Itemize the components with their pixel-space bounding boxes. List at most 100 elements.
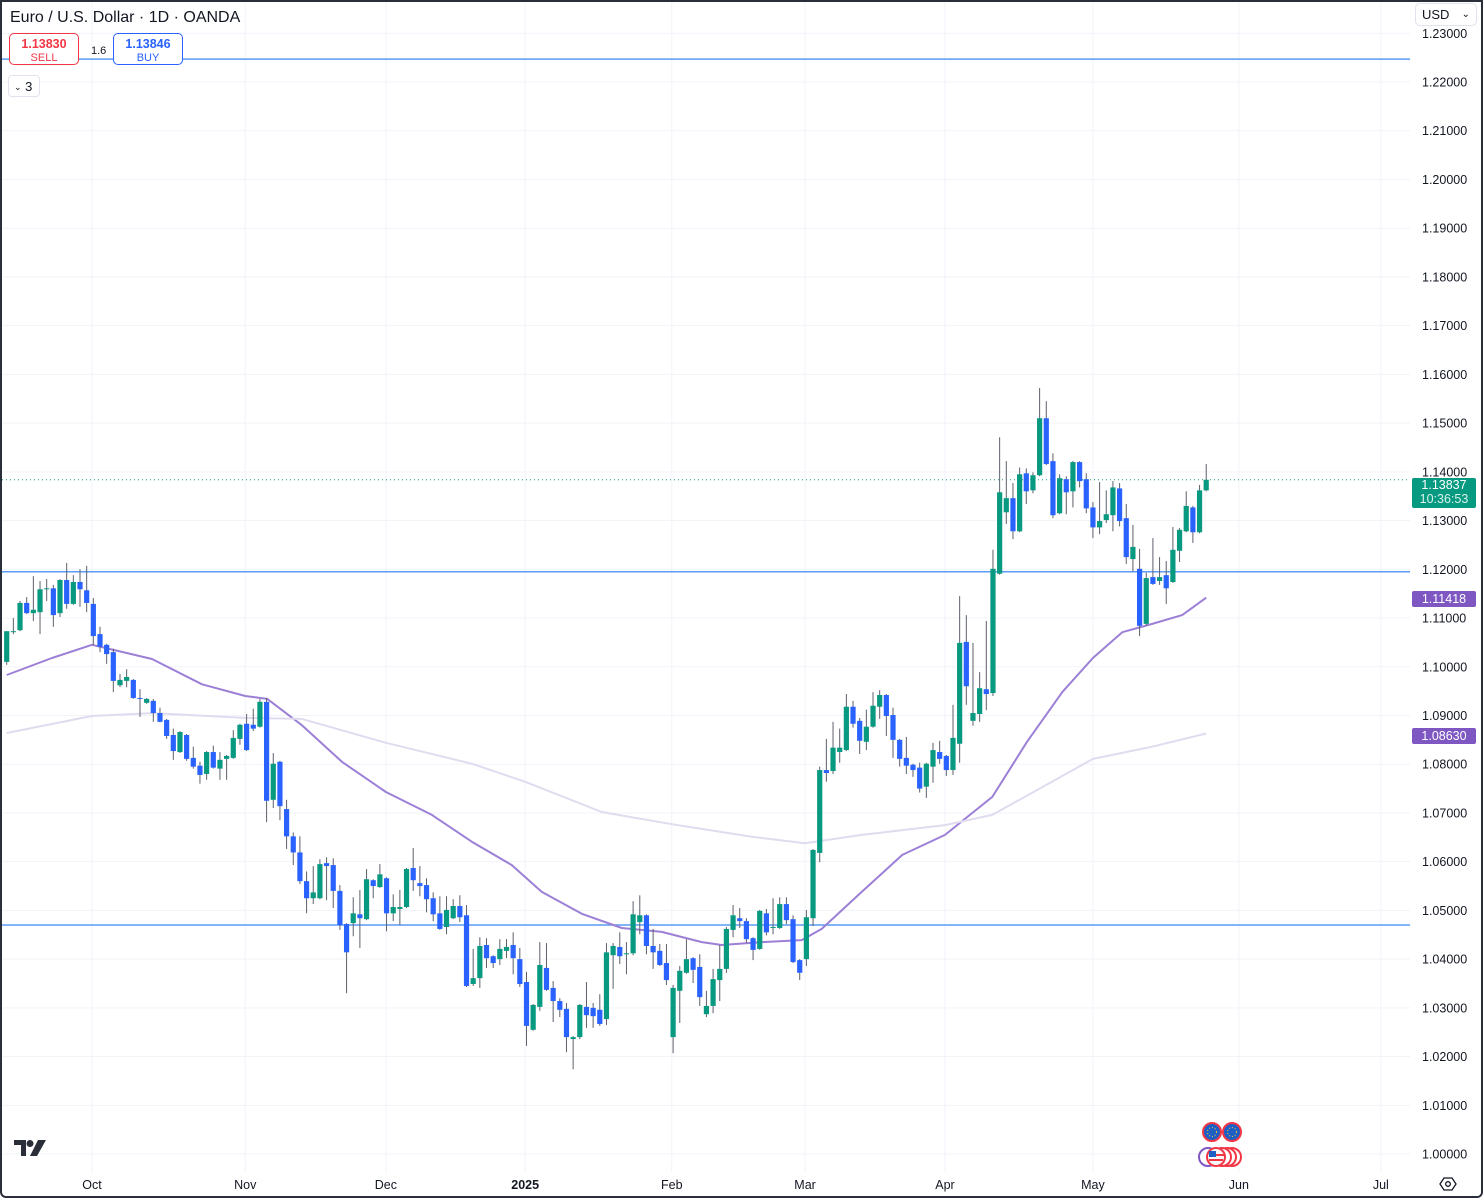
candle — [410, 848, 416, 891]
candle-body — [310, 892, 316, 899]
candle-body — [1136, 568, 1143, 626]
candle-body — [583, 1006, 590, 1016]
buy-button[interactable]: 1.13846 BUY — [113, 33, 183, 65]
candle-body — [510, 945, 516, 959]
candle-body — [124, 676, 130, 681]
candle — [597, 994, 603, 1026]
candle-body — [823, 770, 829, 773]
candle — [277, 760, 283, 821]
candle — [623, 942, 630, 975]
ma-slow-label: 1.08630 — [1412, 728, 1476, 744]
candle-body — [1123, 518, 1129, 558]
candle-body — [883, 695, 889, 716]
time-tick-label: Jul — [1373, 1178, 1389, 1192]
candle — [903, 736, 909, 774]
candle — [990, 549, 996, 696]
candle-body — [503, 946, 510, 951]
candle-body — [657, 950, 663, 965]
candle-body — [84, 590, 90, 603]
candle-body — [30, 609, 36, 614]
candle — [763, 908, 769, 936]
time-axis[interactable]: Oct Nov Dec 2025 Feb Mar Apr May Jun Jul — [82, 1178, 1389, 1192]
candle-body — [817, 770, 823, 853]
candle — [630, 901, 636, 956]
candle — [943, 754, 949, 776]
candle — [677, 965, 683, 1023]
candle-body — [137, 697, 143, 699]
candle-body — [597, 1009, 603, 1024]
candle — [144, 697, 150, 704]
candle — [917, 762, 923, 793]
time-tick-label: Apr — [935, 1178, 954, 1192]
candle — [250, 708, 256, 732]
candle — [530, 1003, 536, 1031]
candle-body — [10, 631, 16, 633]
candle-body — [963, 641, 969, 687]
sell-button[interactable]: 1.13830 SELL — [9, 33, 79, 65]
candle — [303, 871, 310, 914]
currency-select[interactable]: USD ⌄ — [1415, 3, 1477, 26]
candle-body — [957, 642, 963, 744]
settings-gear-icon[interactable] — [1439, 1175, 1457, 1193]
candle — [10, 618, 16, 635]
us-flag-event-icon[interactable] — [1206, 1147, 1242, 1167]
candle — [737, 907, 743, 928]
sell-price: 1.13830 — [21, 37, 67, 51]
buy-label: BUY — [136, 52, 160, 64]
candle-body — [630, 914, 636, 954]
candle — [257, 698, 263, 728]
candle — [477, 937, 483, 988]
candle-body — [224, 755, 230, 759]
candle — [1077, 461, 1083, 488]
candle-body — [537, 964, 543, 1007]
candle — [64, 562, 70, 609]
candle-body — [997, 492, 1003, 574]
indicators-toggle-button[interactable]: ⌄ 3 — [8, 75, 40, 97]
eu-flag-event-icon[interactable] — [1202, 1122, 1222, 1142]
candle — [377, 864, 383, 888]
candle — [363, 868, 370, 921]
candle-body — [697, 966, 703, 998]
candle-body — [623, 953, 630, 955]
candle-body — [1143, 578, 1149, 624]
candle — [1156, 557, 1163, 585]
candle-body — [470, 978, 476, 984]
candle-body — [690, 958, 696, 970]
time-tick-label: Mar — [794, 1178, 816, 1192]
candle-body — [1196, 490, 1203, 533]
candle-body — [770, 926, 776, 928]
candle-body — [663, 963, 670, 981]
candle-body — [1130, 546, 1136, 560]
candle — [1083, 473, 1089, 514]
candle-body — [743, 921, 750, 940]
candle — [1043, 401, 1049, 466]
candle — [803, 909, 809, 966]
candle — [423, 878, 430, 913]
candle — [1116, 483, 1123, 527]
candle-body — [90, 603, 96, 637]
candle — [177, 731, 183, 754]
economic-events[interactable] — [1194, 1120, 1248, 1170]
candle-body — [417, 883, 423, 887]
candle-body — [283, 809, 290, 837]
candle — [1063, 476, 1069, 515]
candle-body — [1103, 514, 1109, 521]
eu-flag-event-icon[interactable] — [1222, 1122, 1242, 1142]
price-tick-label: 1.13000 — [1422, 514, 1467, 528]
candle — [184, 734, 190, 761]
price-tick-label: 1.12000 — [1422, 563, 1467, 577]
candle — [1070, 461, 1076, 508]
buy-price: 1.13846 — [125, 37, 171, 51]
candle — [4, 631, 10, 665]
candle-body — [717, 968, 723, 981]
candle — [797, 959, 803, 981]
tradingview-logo[interactable] — [14, 1140, 46, 1156]
candle — [1030, 472, 1036, 494]
candle-body — [184, 734, 190, 759]
candle — [1023, 468, 1029, 505]
candle — [70, 575, 76, 605]
candle-body — [323, 863, 330, 867]
candle — [137, 689, 143, 717]
candle — [1110, 481, 1116, 532]
